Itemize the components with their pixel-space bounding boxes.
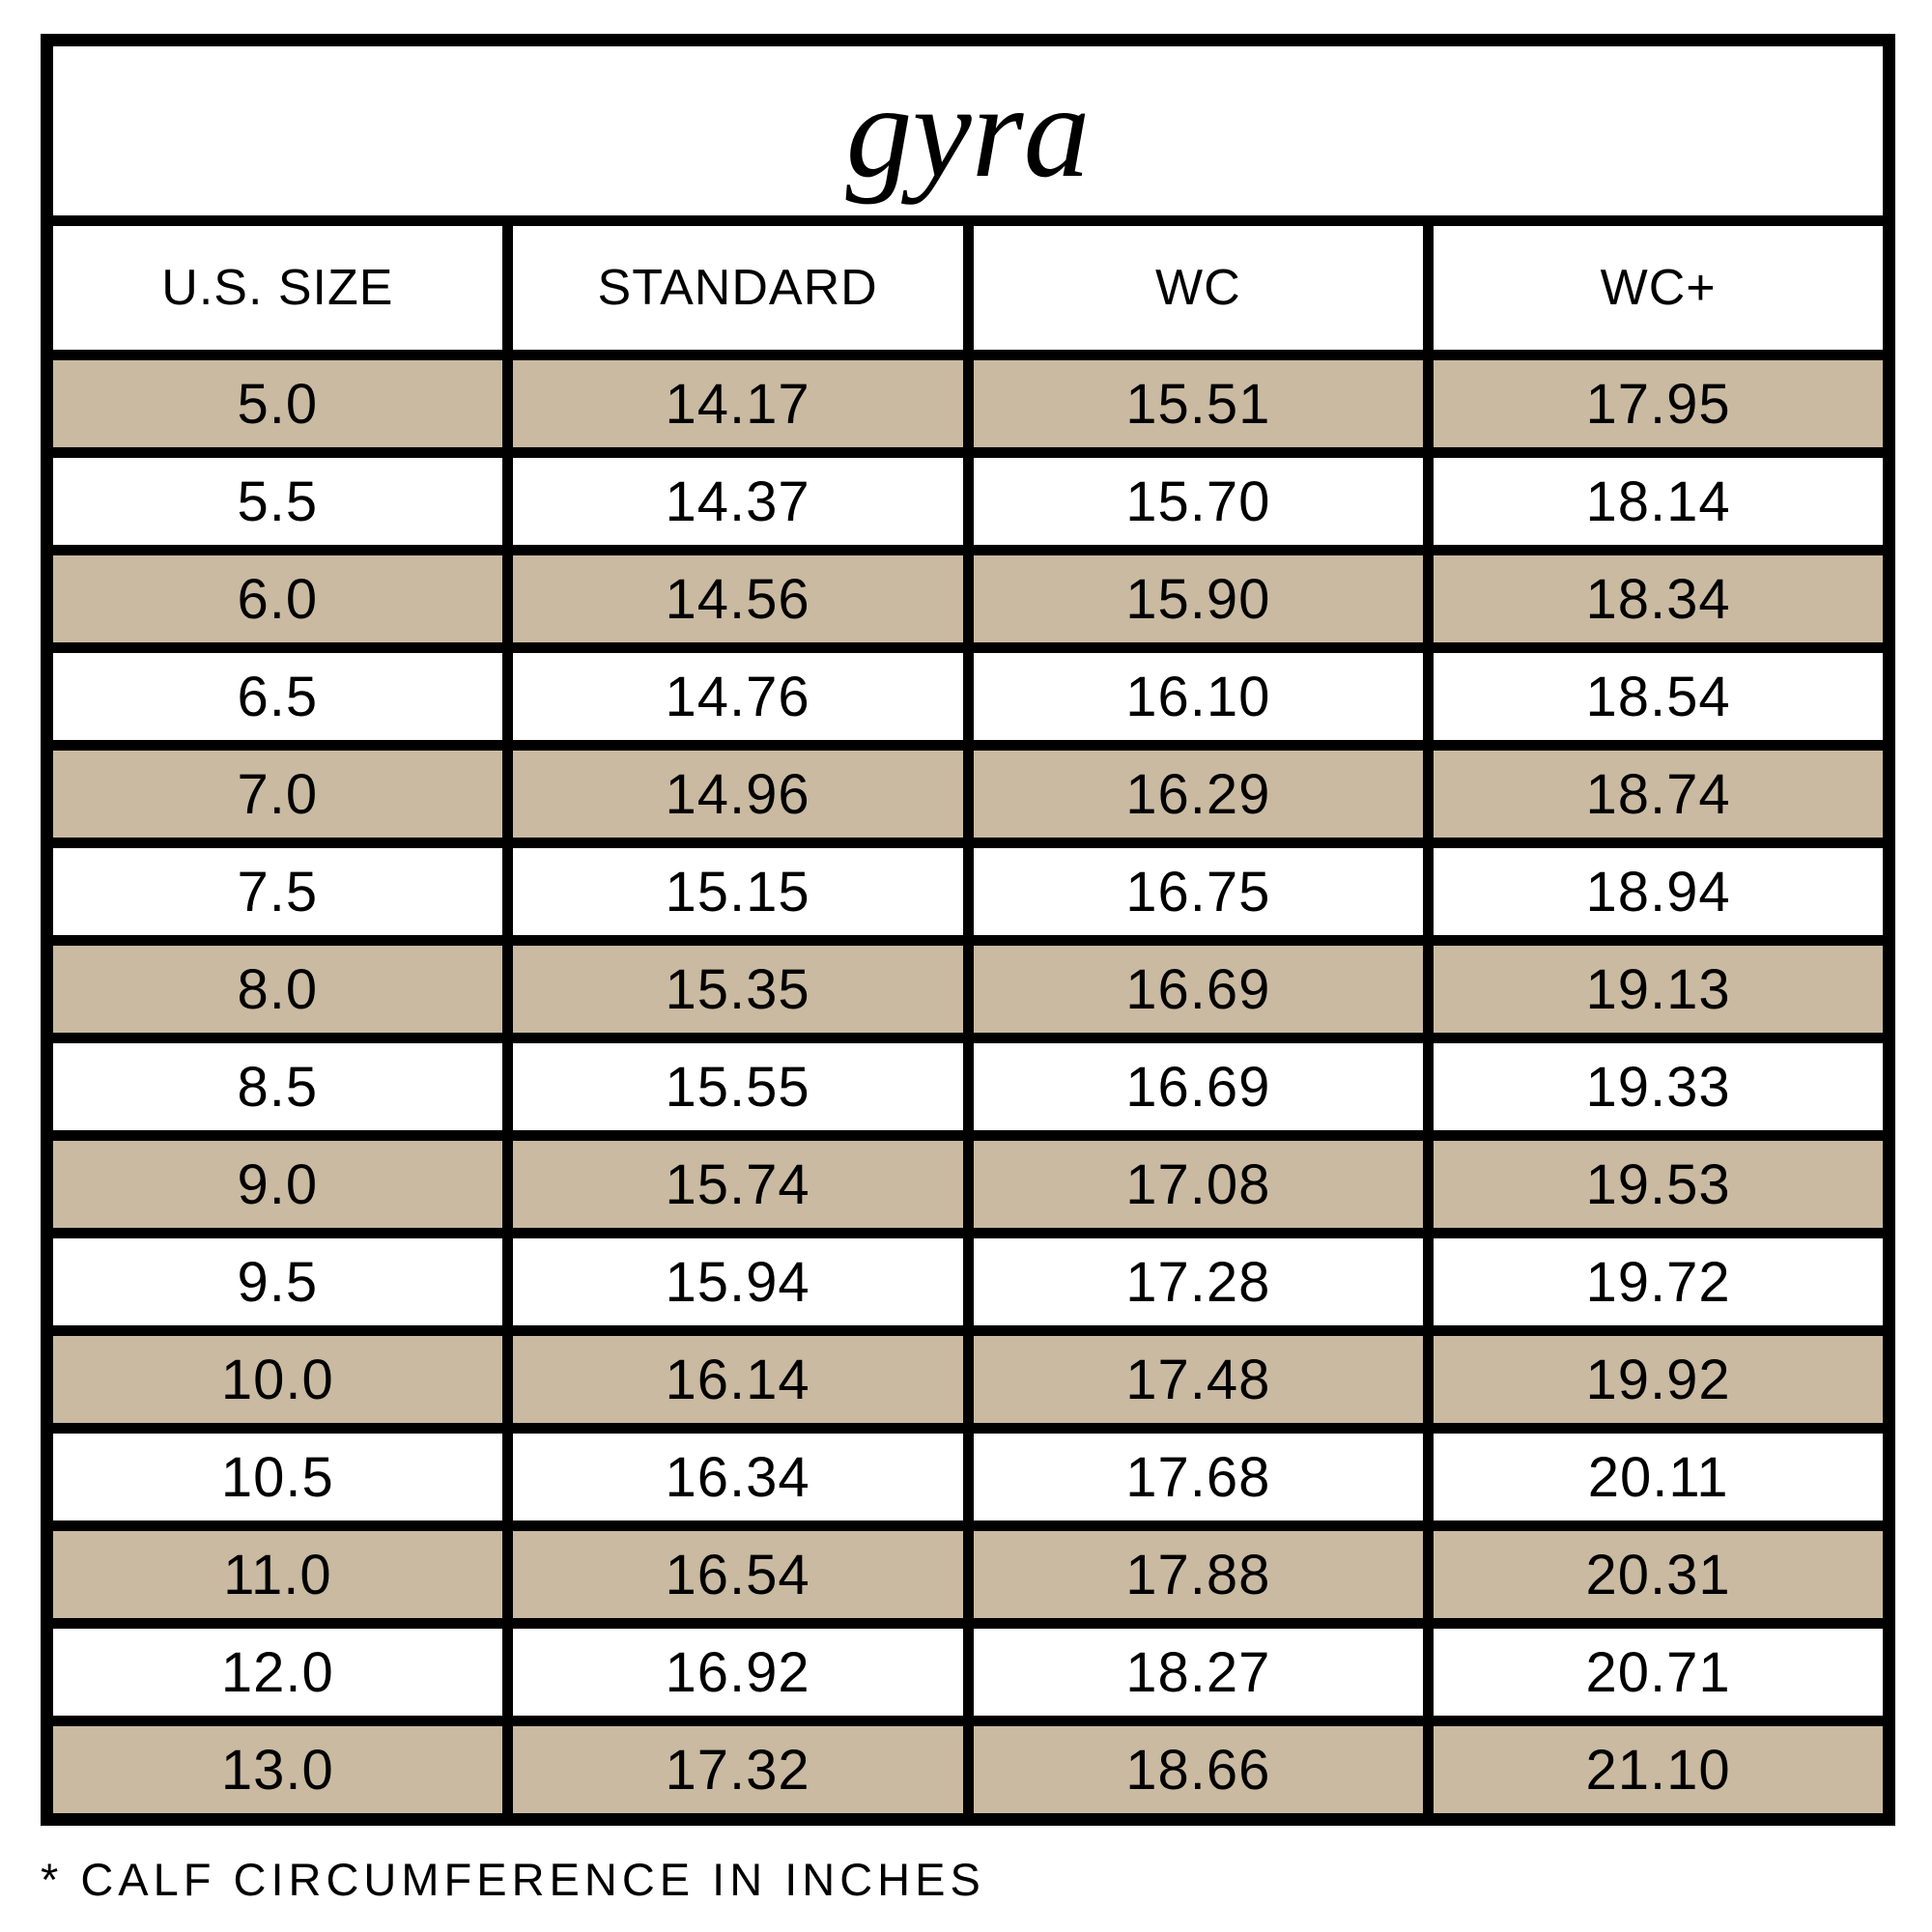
measurement-cell: 20.11 [1423, 1423, 1894, 1531]
table-row: 8.5 15.55 16.69 19.33 [42, 1033, 1894, 1141]
measurement-cell: 14.37 [501, 447, 974, 555]
measurement-cell: 15.35 [501, 935, 974, 1043]
measurement-cell: 19.72 [1423, 1228, 1894, 1336]
measurement-cell: 17.68 [962, 1423, 1435, 1531]
table-row: 12.0 16.92 18.27 20.71 [42, 1618, 1894, 1726]
table-row: 5.5 14.37 15.70 18.14 [42, 447, 1894, 555]
measurement-cell: 20.71 [1423, 1618, 1894, 1726]
measurement-cell: 16.69 [962, 1033, 1435, 1141]
measurement-cell: 17.28 [962, 1228, 1435, 1336]
us-size-cell: 10.0 [42, 1325, 513, 1434]
measurement-cell: 14.76 [501, 642, 974, 751]
table-row: 13.0 17.32 18.66 21.10 [42, 1716, 1894, 1825]
measurement-cell: 16.29 [962, 740, 1435, 848]
measurement-cell: 16.75 [962, 838, 1435, 946]
us-size-cell: 6.0 [42, 545, 513, 653]
brand-title: gyra [42, 35, 1894, 226]
header-row: U.S. SIZE STANDARD WC WC+ [42, 215, 1894, 360]
measurement-cell: 16.10 [962, 642, 1435, 751]
us-size-cell: 8.0 [42, 935, 513, 1043]
size-chart: gyra U.S. SIZE STANDARD WC WC+ 5.0 14.17 1… [41, 34, 1895, 1906]
measurement-cell: 19.92 [1423, 1325, 1894, 1434]
us-size-cell: 12.0 [42, 1618, 513, 1726]
size-chart-table: gyra U.S. SIZE STANDARD WC WC+ 5.0 14.17 1… [41, 34, 1895, 1826]
table-body: 5.0 14.17 15.51 17.95 5.5 14.37 15.70 18.14 6.0 1… [42, 350, 1894, 1825]
measurement-cell: 20.31 [1423, 1520, 1894, 1629]
column-header-wc-plus: WC+ [1423, 215, 1894, 360]
measurement-cell: 16.34 [501, 1423, 974, 1531]
measurement-cell: 16.69 [962, 935, 1435, 1043]
footnote: * CALF CIRCUMFERENCE IN INCHES [41, 1854, 985, 1905]
title-row: gyra [42, 35, 1894, 226]
us-size-cell: 11.0 [42, 1520, 513, 1629]
column-header-us-size: U.S. SIZE [42, 215, 513, 360]
table-row: 9.0 15.74 17.08 19.53 [42, 1130, 1894, 1238]
measurement-cell: 17.95 [1423, 350, 1894, 458]
measurement-cell: 14.56 [501, 545, 974, 653]
column-header-wc: WC [962, 215, 1435, 360]
measurement-cell: 15.90 [962, 545, 1435, 653]
table-row: 6.0 14.56 15.90 18.34 [42, 545, 1894, 653]
us-size-cell: 7.5 [42, 838, 513, 946]
measurement-cell: 15.15 [501, 838, 974, 946]
us-size-cell: 8.5 [42, 1033, 513, 1141]
measurement-cell: 15.55 [501, 1033, 974, 1141]
table-row: 7.0 14.96 16.29 18.74 [42, 740, 1894, 848]
measurement-cell: 17.88 [962, 1520, 1435, 1629]
measurement-cell: 18.27 [962, 1618, 1435, 1726]
measurement-cell: 18.34 [1423, 545, 1894, 653]
table-row: 10.5 16.34 17.68 20.11 [42, 1423, 1894, 1531]
table-row: 6.5 14.76 16.10 18.54 [42, 642, 1894, 751]
us-size-cell: 10.5 [42, 1423, 513, 1531]
measurement-cell: 17.08 [962, 1130, 1435, 1238]
table-row: 8.0 15.35 16.69 19.13 [42, 935, 1894, 1043]
measurement-cell: 15.74 [501, 1130, 974, 1238]
measurement-cell: 18.74 [1423, 740, 1894, 848]
measurement-cell: 16.92 [501, 1618, 974, 1726]
measurement-cell: 18.94 [1423, 838, 1894, 946]
table-row: 7.5 15.15 16.75 18.94 [42, 838, 1894, 946]
us-size-cell: 9.0 [42, 1130, 513, 1238]
measurement-cell: 18.54 [1423, 642, 1894, 751]
us-size-cell: 7.0 [42, 740, 513, 848]
measurement-cell: 16.54 [501, 1520, 974, 1629]
measurement-cell: 17.32 [501, 1716, 974, 1825]
measurement-cell: 19.53 [1423, 1130, 1894, 1238]
table-row: 5.0 14.17 15.51 17.95 [42, 350, 1894, 458]
us-size-cell: 9.5 [42, 1228, 513, 1336]
measurement-cell: 19.13 [1423, 935, 1894, 1043]
measurement-cell: 15.70 [962, 447, 1435, 555]
measurement-cell: 19.33 [1423, 1033, 1894, 1141]
measurement-cell: 15.94 [501, 1228, 974, 1336]
measurement-cell: 21.10 [1423, 1716, 1894, 1825]
measurement-cell: 18.66 [962, 1716, 1435, 1825]
measurement-cell: 14.17 [501, 350, 974, 458]
measurement-cell: 16.14 [501, 1325, 974, 1434]
us-size-cell: 5.0 [42, 350, 513, 458]
us-size-cell: 6.5 [42, 642, 513, 751]
us-size-cell: 13.0 [42, 1716, 513, 1825]
table-row: 10.0 16.14 17.48 19.92 [42, 1325, 1894, 1434]
measurement-cell: 14.96 [501, 740, 974, 848]
column-header-standard: STANDARD [501, 215, 974, 360]
measurement-cell: 15.51 [962, 350, 1435, 458]
measurement-cell: 18.14 [1423, 447, 1894, 555]
table-row: 11.0 16.54 17.88 20.31 [42, 1520, 1894, 1629]
measurement-cell: 17.48 [962, 1325, 1435, 1434]
us-size-cell: 5.5 [42, 447, 513, 555]
table-row: 9.5 15.94 17.28 19.72 [42, 1228, 1894, 1336]
